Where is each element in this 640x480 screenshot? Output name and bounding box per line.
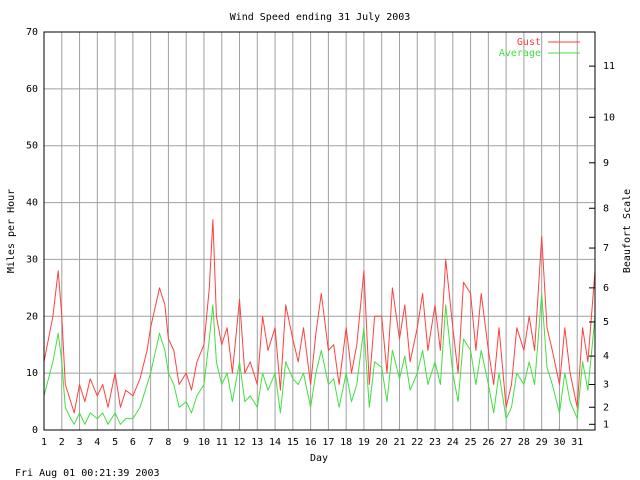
x-tick-label: 23 (429, 437, 441, 448)
y-tick-label: 40 (26, 198, 38, 209)
x-tick-label: 24 (447, 437, 459, 448)
x-tick-label: 2 (59, 437, 65, 448)
x-tick-label: 16 (305, 437, 317, 448)
y-tick-label: 10 (26, 368, 38, 379)
x-tick-label: 6 (130, 437, 136, 448)
x-tick-label: 19 (358, 437, 370, 448)
y-axis-label: Miles per Hour (6, 189, 17, 273)
x-tick-label: 13 (251, 437, 263, 448)
y-tick-label: 50 (26, 141, 38, 152)
beaufort-tick-label: 6 (603, 283, 609, 294)
chart-title: Wind Speed ending 31 July 2003 (230, 12, 411, 23)
x-tick-label: 25 (465, 437, 477, 448)
series-line-average (43, 293, 596, 425)
beaufort-tick-label: 1 (603, 419, 609, 430)
x-tick-label: 10 (198, 437, 210, 448)
beaufort-tick-label: 10 (603, 112, 615, 123)
beaufort-tick-label: 5 (603, 317, 609, 328)
x-tick-label: 3 (77, 437, 83, 448)
beaufort-axis-ticks: 1 2 3 4 5 6 7 8 9 10 11 (589, 61, 615, 430)
y-tick-label: 20 (26, 311, 38, 322)
x-tick-label: 7 (148, 437, 154, 448)
x-tick-label: 21 (393, 437, 405, 448)
x-tick-label: 1 (41, 437, 47, 448)
beaufort-tick-label: 7 (603, 243, 609, 254)
x-tick-label: 26 (482, 437, 494, 448)
y-tick-label: 60 (26, 84, 38, 95)
legend-label-gust: Gust (517, 37, 541, 48)
beaufort-tick-label: 2 (603, 402, 609, 413)
grid-lines (44, 32, 595, 430)
x-tick-label: 28 (518, 437, 530, 448)
x-tick-label: 8 (165, 437, 171, 448)
x-tick-label: 11 (216, 437, 228, 448)
x-tick-label: 22 (411, 437, 423, 448)
x-axis-label: Day (310, 453, 328, 464)
y-tick-label: 0 (32, 425, 38, 436)
x-axis-ticks: 1 2 3 4 5 6 7 8 9 10 11 12 13 14 15 16 17 18 19 20 21 22 23 24 2… (41, 437, 583, 448)
footer-timestamp: Fri Aug 01 00:21:39 2003 (15, 468, 160, 479)
right-axis-label: Beaufort Scale (622, 189, 633, 273)
series-layer (43, 219, 596, 425)
x-tick-label: 14 (269, 437, 281, 448)
x-tick-label: 20 (376, 437, 388, 448)
x-tick-label: 29 (536, 437, 548, 448)
beaufort-tick-label: 9 (603, 158, 609, 169)
x-tick-label: 30 (553, 437, 565, 448)
beaufort-tick-label: 11 (603, 61, 615, 72)
beaufort-tick-label: 8 (603, 203, 609, 214)
x-tick-label: 15 (287, 437, 299, 448)
x-tick-label: 27 (500, 437, 512, 448)
plot-frame (43, 31, 596, 431)
beaufort-tick-label: 4 (603, 351, 609, 362)
series-line-gust (43, 219, 596, 414)
x-tick-label: 18 (340, 437, 352, 448)
x-tick-label: 31 (571, 437, 583, 448)
x-tick-label: 9 (183, 437, 189, 448)
y-tick-label: 30 (26, 254, 38, 265)
x-tick-label: 5 (112, 437, 118, 448)
y-tick-label: 70 (26, 27, 38, 38)
y-axis-ticks: 0 10 20 30 40 50 60 70 (26, 27, 38, 436)
x-tick-label: 4 (94, 437, 100, 448)
x-tick-label: 12 (233, 437, 245, 448)
beaufort-tick-label: 3 (603, 380, 609, 391)
legend-label-average: Average (499, 48, 541, 59)
x-tick-label: 17 (322, 437, 334, 448)
